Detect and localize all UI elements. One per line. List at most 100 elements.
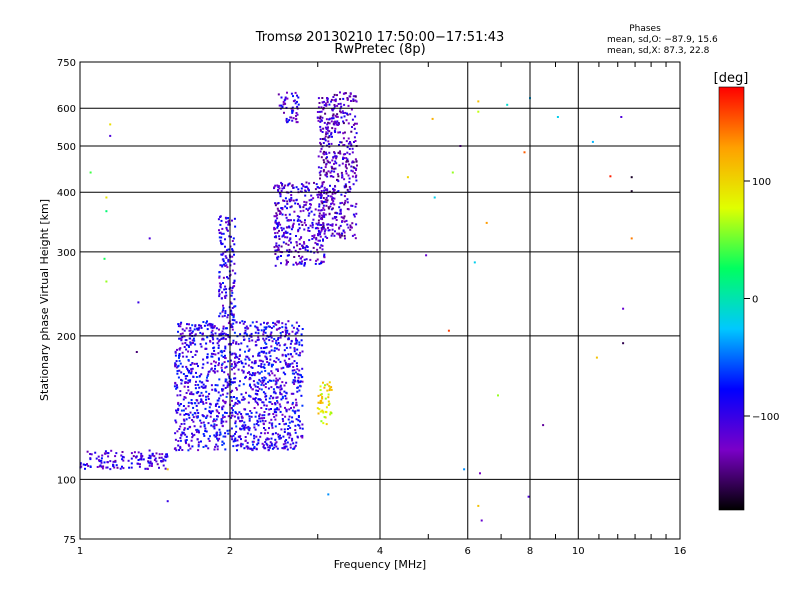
data-point (185, 365, 188, 368)
data-point (295, 241, 298, 244)
data-point (281, 184, 284, 187)
data-point (195, 404, 198, 407)
data-point (212, 347, 215, 350)
data-point (248, 340, 251, 343)
data-point (294, 249, 297, 252)
data-point (191, 436, 194, 439)
data-point (166, 455, 169, 458)
data-point (283, 232, 286, 235)
data-point (324, 174, 327, 177)
data-point (280, 207, 283, 210)
data-point (542, 424, 545, 427)
data-point (333, 93, 336, 96)
data-point (260, 347, 263, 350)
data-point (320, 229, 323, 232)
data-point (295, 121, 298, 124)
data-point (258, 351, 261, 354)
data-point (267, 438, 270, 441)
data-point (184, 439, 187, 442)
data-point (308, 182, 311, 185)
data-point (354, 176, 357, 179)
data-point (341, 232, 343, 235)
data-point (277, 248, 280, 251)
data-point (254, 385, 257, 388)
data-point (338, 234, 341, 236)
data-point (247, 357, 250, 360)
data-point (179, 425, 182, 428)
data-point (220, 422, 223, 425)
data-point (266, 437, 269, 440)
data-point (218, 358, 220, 361)
data-point (227, 415, 230, 418)
data-point (214, 364, 217, 367)
data-point (349, 92, 352, 95)
data-point (317, 401, 320, 404)
data-point (292, 117, 295, 120)
data-point (264, 377, 267, 380)
data-point (348, 181, 351, 184)
data-point (259, 380, 262, 383)
data-point (234, 420, 237, 423)
data-point (320, 244, 323, 247)
data-point (187, 389, 190, 392)
data-point (289, 233, 292, 235)
data-point (239, 333, 242, 336)
data-point (202, 433, 205, 435)
data-point (326, 175, 329, 178)
data-point (354, 237, 357, 240)
data-point (281, 397, 284, 400)
data-point (330, 142, 333, 145)
data-point (205, 395, 207, 398)
data-point (297, 415, 300, 417)
data-point (205, 416, 208, 419)
data-point (322, 238, 324, 241)
data-point (234, 353, 237, 356)
data-point (322, 108, 325, 111)
data-point (286, 448, 289, 451)
data-point (142, 458, 145, 461)
data-point (260, 350, 263, 353)
data-point (279, 332, 282, 334)
data-point (178, 449, 181, 451)
data-point (298, 369, 301, 372)
data-point (255, 389, 258, 392)
data-point (218, 271, 221, 274)
data-point (282, 366, 285, 369)
data-point (196, 438, 199, 441)
data-point (191, 356, 194, 358)
data-point (223, 442, 225, 445)
data-point (153, 459, 156, 461)
data-point (206, 320, 208, 323)
data-point (260, 363, 263, 365)
data-point (223, 400, 226, 403)
data-point (320, 200, 323, 203)
data-point (182, 373, 185, 375)
data-point (255, 435, 258, 438)
data-point (274, 402, 276, 405)
data-point (214, 405, 217, 407)
data-point (255, 448, 258, 451)
data-point (237, 399, 240, 402)
data-point (208, 406, 211, 409)
data-point (328, 122, 331, 125)
data-point (225, 365, 228, 368)
data-point (196, 428, 199, 431)
data-point (351, 147, 354, 150)
data-point (355, 122, 358, 125)
data-point (137, 459, 140, 461)
data-point (239, 380, 241, 383)
data-point (221, 424, 224, 427)
data-point (188, 323, 190, 326)
data-point (246, 345, 249, 348)
data-point (189, 447, 192, 450)
data-point (109, 123, 112, 126)
data-point (335, 155, 338, 158)
data-point (264, 331, 267, 334)
data-point (344, 163, 347, 166)
data-point (197, 441, 200, 444)
data-point (288, 432, 291, 435)
data-point (324, 384, 326, 387)
data-point (264, 428, 267, 431)
data-point (189, 343, 192, 346)
data-point (321, 116, 324, 119)
